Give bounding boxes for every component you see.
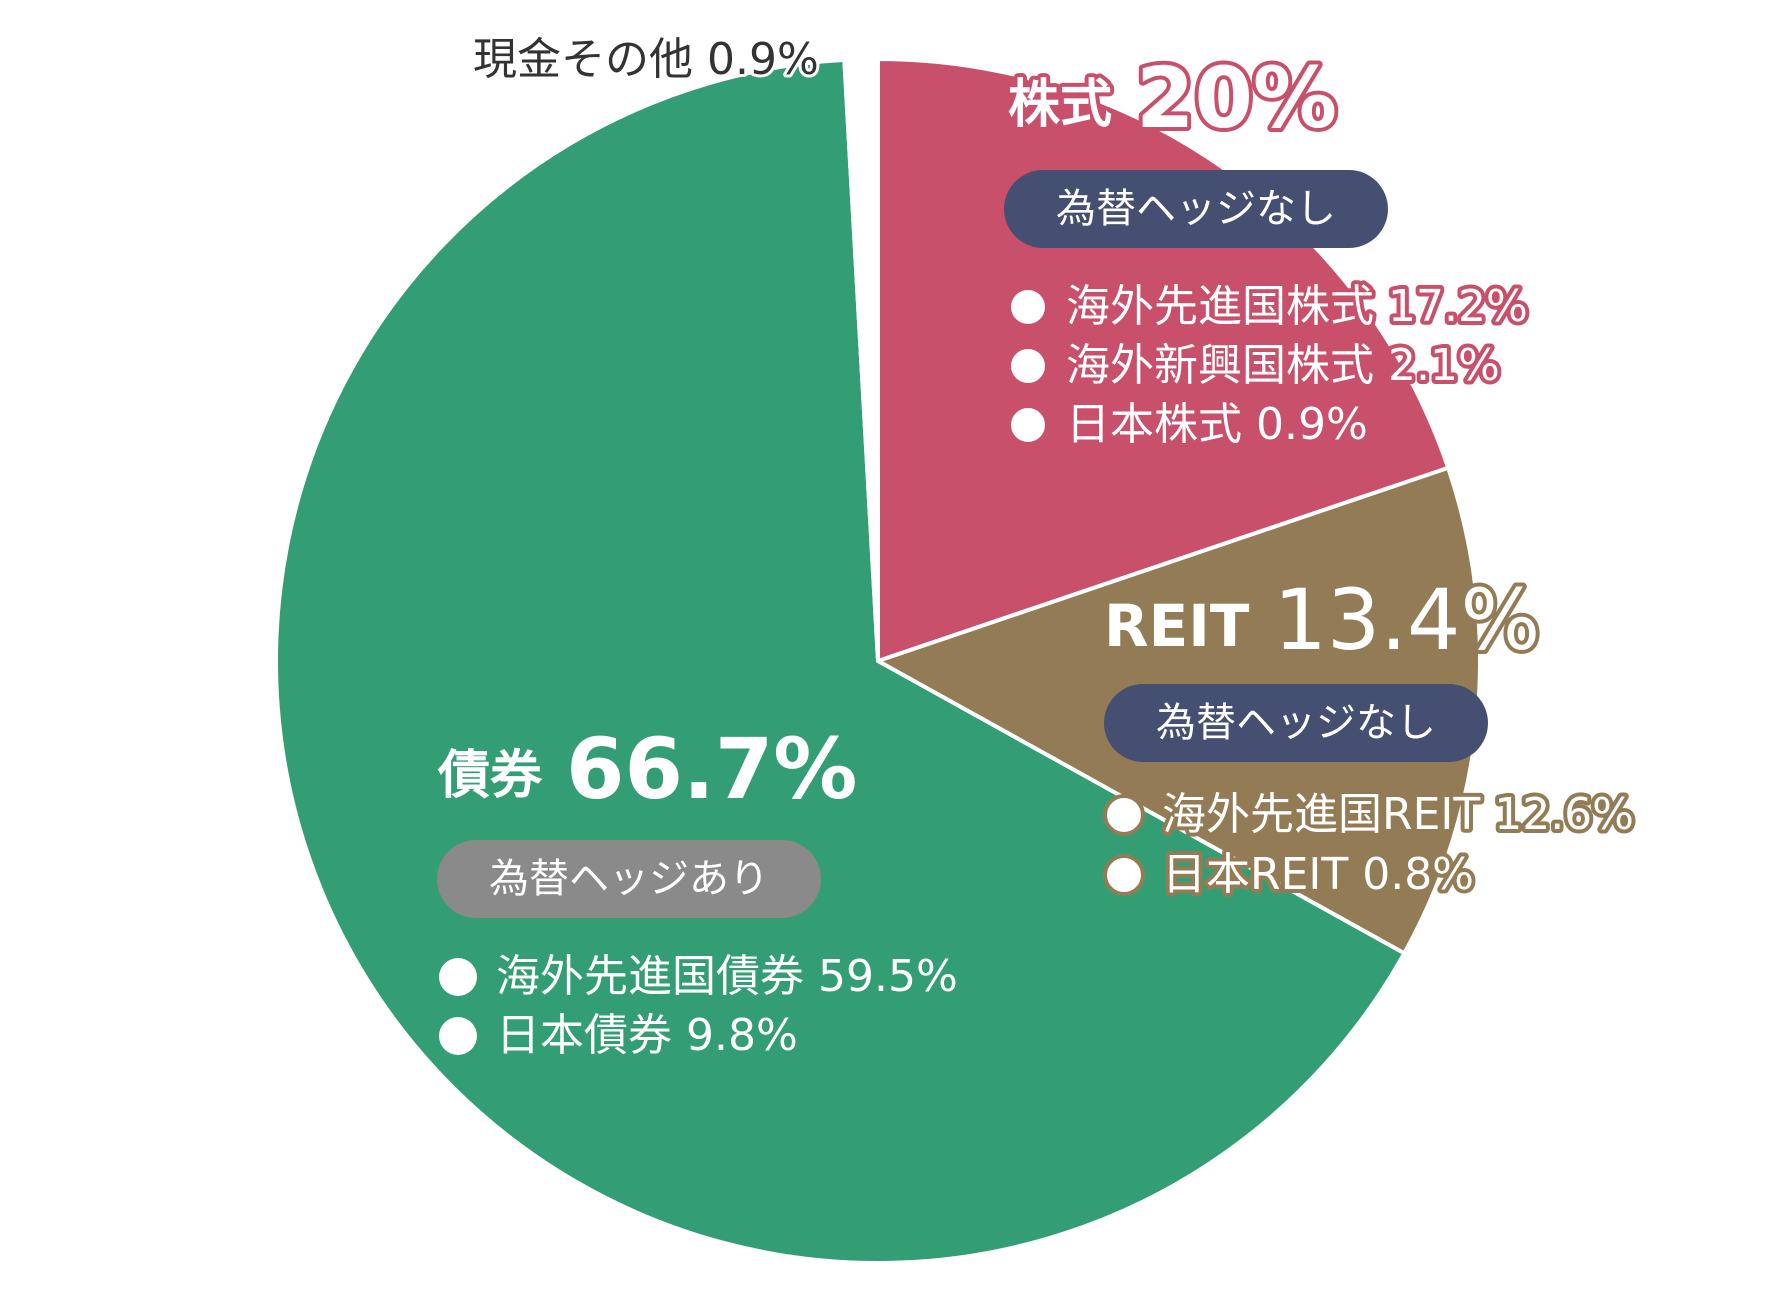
item-label-stocks-0: 海外先進国株式 17.2% <box>1066 281 1528 332</box>
item-bullet <box>1103 854 1145 896</box>
item-label-reit-0: 海外先進国REIT 12.6% <box>1162 789 1634 840</box>
item-bullet <box>1007 404 1049 446</box>
item-label-bonds-1: 日本債券 9.8% <box>496 1010 798 1061</box>
slice-value-stocks: 20% <box>1136 49 1337 147</box>
hedge-badge-reit <box>1104 684 1488 762</box>
hedge-badge-text-stocks: 為替ヘッジなし <box>1056 186 1336 232</box>
item-label-reit-1: 日本REIT 0.8% <box>1162 849 1474 900</box>
item-label-bonds-0: 海外先進国債券 59.5% <box>496 951 958 1002</box>
pie-slice-cash <box>842 56 880 663</box>
item-bullet <box>1007 345 1049 387</box>
item-label-stocks-2: 日本株式 0.9% <box>1066 399 1368 450</box>
pie-slice-bonds <box>274 57 1407 1265</box>
cash-label: 現金その他 0.9% <box>473 34 819 85</box>
hedge-badge-bonds <box>437 840 821 918</box>
hedge-badge-text-bonds: 為替ヘッジあり <box>489 856 769 902</box>
hedge-badge-text-reit: 為替ヘッジなし <box>1156 700 1436 746</box>
item-bullet <box>1007 286 1049 328</box>
slice-value-bonds: 66.7% <box>566 720 857 818</box>
item-label-stocks-1: 海外新興国株式 2.1% <box>1066 340 1500 391</box>
slice-value-reit: 13.4% <box>1273 571 1540 669</box>
item-bullet <box>439 958 477 996</box>
item-bullet <box>1103 794 1145 836</box>
slice-name-bonds: 債券 <box>437 746 543 806</box>
item-bullet <box>439 1017 477 1055</box>
slice-name-reit: REIT <box>1104 592 1250 660</box>
slice-name-stocks: 株式 <box>1008 75 1112 135</box>
slice-label-cash: 現金その他 0.9% <box>470 31 822 88</box>
hedge-badge-stocks <box>1004 170 1388 248</box>
